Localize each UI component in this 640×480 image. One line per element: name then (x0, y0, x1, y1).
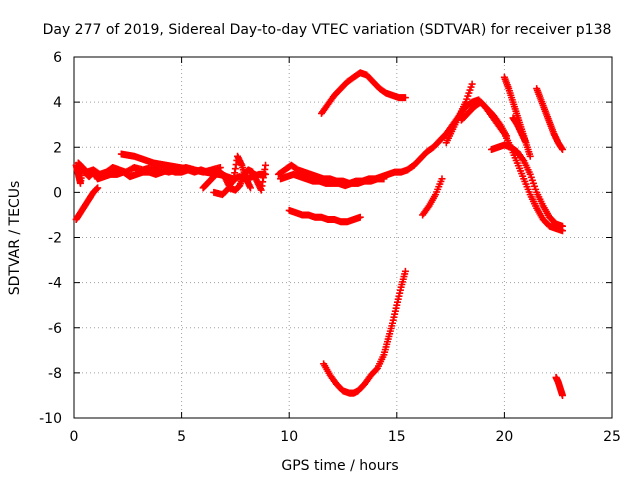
series-s18 (509, 114, 530, 147)
y-tick-label: 0 (53, 185, 62, 201)
grid (74, 57, 612, 418)
series-s12 (404, 96, 567, 235)
data-point (380, 175, 388, 183)
data-point (246, 184, 254, 192)
y-axis-label: SDTVAR / TECUs (7, 181, 23, 296)
series-s10 (317, 69, 409, 117)
data-point (401, 94, 409, 102)
data-point (94, 184, 102, 192)
series-s5 (199, 152, 254, 192)
data-point (438, 175, 446, 183)
data-point (356, 213, 364, 221)
series-s9 (285, 206, 364, 226)
y-tick-label: -4 (48, 276, 62, 292)
y-tick-label: -10 (39, 411, 62, 427)
series-s3 (72, 184, 102, 223)
series-s19 (533, 85, 567, 154)
data-point (468, 80, 476, 88)
y-tick-label: 2 (53, 140, 62, 156)
x-tick-label: 15 (388, 429, 406, 445)
x-tick-label: 10 (280, 429, 298, 445)
data-point (503, 132, 511, 140)
y-tick-label: 4 (53, 95, 62, 111)
series-s13 (419, 175, 446, 219)
data-point (559, 146, 567, 154)
series-s16 (487, 141, 567, 230)
x-tick-label: 20 (495, 429, 513, 445)
data-point (519, 155, 527, 163)
chart-title: Day 277 of 2019, Sidereal Day-to-day VTE… (43, 22, 612, 38)
x-tick-label: 5 (177, 429, 186, 445)
series-s8 (277, 170, 388, 190)
y-tick-label: 6 (53, 50, 62, 66)
series-s6 (210, 161, 270, 199)
y-tick-label: -8 (48, 366, 62, 382)
data-point (522, 139, 530, 147)
data-points (72, 69, 567, 399)
data-point (401, 267, 409, 275)
axis-ticks (73, 56, 613, 419)
data-point (262, 161, 270, 169)
series-s11 (320, 267, 409, 397)
axis-tick-labels: 0 5 10 15 20 25 -10 -8 -6 -4 -2 0 2 4 6 (39, 50, 621, 445)
x-tick-label: 25 (603, 429, 621, 445)
x-axis-label: GPS time / hours (281, 458, 398, 474)
data-point (559, 391, 567, 399)
y-tick-label: -6 (48, 321, 62, 337)
y-tick-label: -2 (48, 231, 62, 247)
series-s14 (442, 80, 476, 147)
data-point (559, 222, 567, 230)
data-point (526, 152, 534, 160)
series-s20 (552, 373, 567, 399)
series-s15 (457, 98, 511, 140)
x-tick-label: 0 (70, 429, 79, 445)
